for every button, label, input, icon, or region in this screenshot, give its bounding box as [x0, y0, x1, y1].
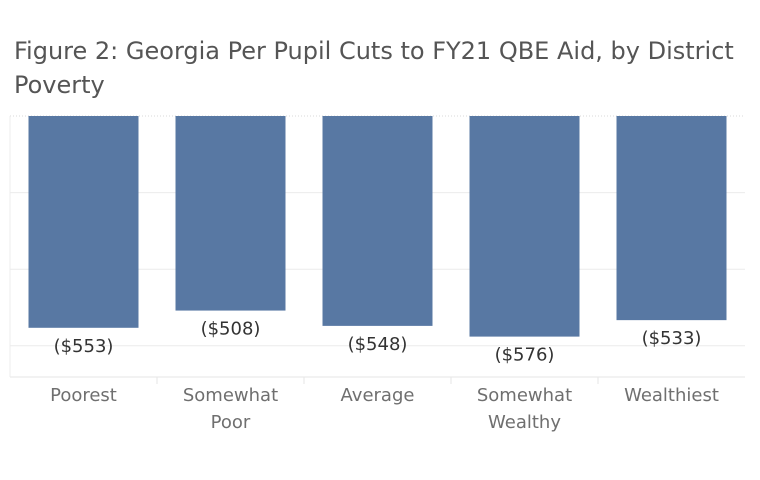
data-label: ($576) [495, 345, 555, 366]
bar [322, 116, 433, 326]
bar [469, 116, 580, 337]
bar [28, 116, 139, 328]
x-tick-label: Wealthiest [624, 385, 719, 406]
bar [175, 116, 286, 311]
x-tick-label: Wealthy [488, 412, 561, 433]
data-label: ($508) [201, 319, 261, 340]
data-label: ($548) [348, 334, 408, 355]
x-tick-label: Poorest [50, 385, 117, 406]
x-tick-label: Somewhat [477, 385, 572, 406]
data-label: ($553) [54, 336, 114, 357]
data-label: ($533) [642, 328, 702, 349]
x-tick-label: Average [341, 385, 415, 406]
x-tick-label: Somewhat [183, 385, 278, 406]
bar [616, 116, 727, 321]
x-tick-label: Poor [211, 412, 251, 433]
chart-title: Figure 2: Georgia Per Pupil Cuts to FY21… [14, 37, 734, 99]
